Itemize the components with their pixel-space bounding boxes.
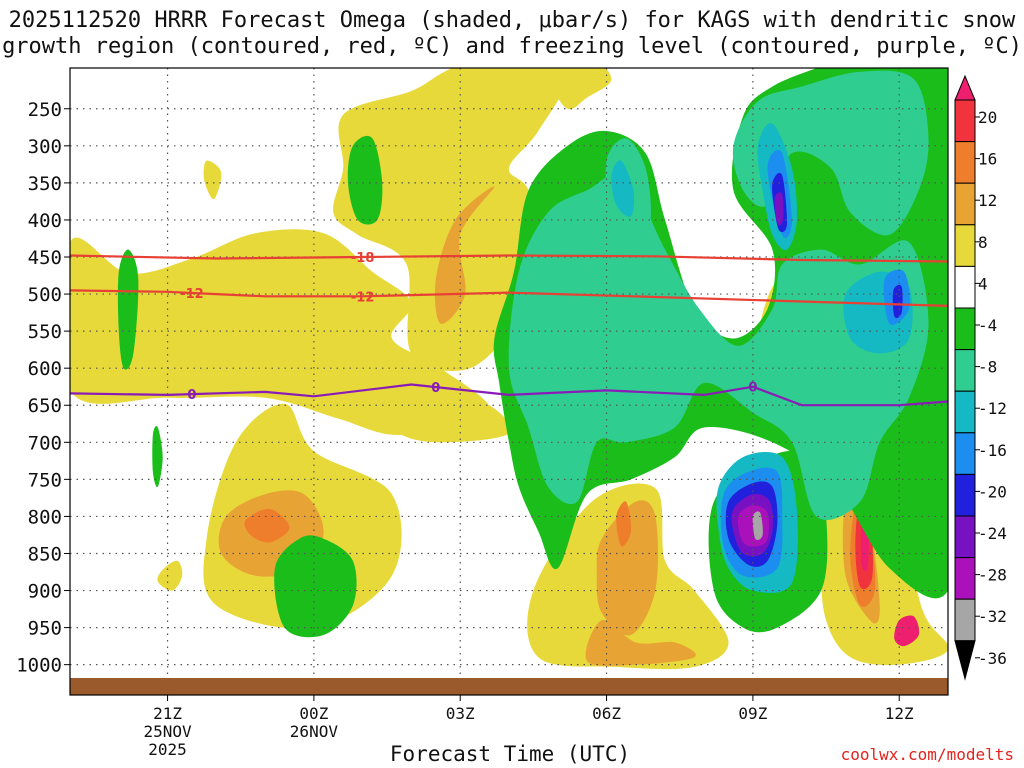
xtick-label-06Z-0: 06Z [592, 704, 621, 723]
colorbar-swatch-2 [954, 141, 976, 184]
ytick-label-1000: 1000 [16, 655, 62, 677]
xtick-label-21Z-1: 25NOV [143, 722, 192, 741]
omega-rise-low-max [752, 511, 763, 541]
colorbar-label-4: 4 [978, 274, 988, 293]
ytick-label-900: 900 [28, 581, 62, 603]
colorbar-swatch-10 [954, 473, 976, 517]
omega-sink-low-mid-base [585, 619, 696, 666]
xtick-label-03Z-0: 03Z [446, 704, 475, 723]
ytick-label-950: 950 [28, 618, 62, 640]
omega-sink-col-03z-core [434, 186, 495, 324]
colorbar-swatch-4 [954, 224, 976, 267]
xtick-label-21Z-0: 21Z [153, 704, 182, 723]
xtick-label-09Z-0: 09Z [738, 704, 767, 723]
colorbar-label-8: -16 [978, 441, 1007, 460]
ytick-label-850: 850 [28, 543, 62, 565]
omega-sink-left-tail [350, 376, 511, 443]
ytick-label-750: 750 [28, 469, 62, 491]
omega-sink-low-right-dot [894, 615, 920, 647]
colorbar-top-arrow [954, 74, 976, 101]
colorbar-label-0: 20 [978, 108, 997, 127]
colorbar-label-10: -24 [978, 524, 1007, 543]
ytick-label-700: 700 [28, 432, 62, 454]
xtick-label-00Z-1: 26NOV [290, 722, 339, 741]
ytick-label-600: 600 [28, 358, 62, 380]
x-axis-label: Forecast Time (UTC) [389, 742, 631, 766]
colorbar-label-2: 12 [978, 191, 997, 210]
omega-sink-low-mid-core [596, 500, 659, 636]
colorbar-label-1: 16 [978, 150, 997, 169]
contour-line-1 [69, 289, 949, 307]
omega-sink-low-left-max [244, 508, 290, 543]
omega-rise-left-strip [117, 249, 139, 370]
chart-title-line-1: 2025112520 HRRR Forecast Omega (shaded, … [8, 8, 1016, 33]
omega-sink-bl-dot [157, 560, 183, 591]
terrain-strip [70, 678, 948, 695]
colorbar-swatch-6 [954, 307, 976, 351]
xtick-label-21Z-2: 2025 [148, 740, 187, 759]
colorbar-swatch-9 [954, 432, 976, 475]
colorbar-swatch-13 [954, 598, 976, 642]
omega-rise-upper-left [347, 135, 383, 225]
omega-rise-mid-right-20 [892, 284, 903, 319]
omega-sink-upper-dot [203, 160, 222, 200]
ytick-label-350: 350 [28, 173, 62, 195]
colorbar-swatch-7 [954, 349, 976, 392]
colorbar-label-11: -28 [978, 566, 1007, 585]
omega-shading [70, 68, 948, 670]
ytick-label-800: 800 [28, 506, 62, 528]
ytick-label-550: 550 [28, 321, 62, 343]
contour-label-1-0: -12 [180, 287, 204, 302]
ytick-label-500: 500 [28, 284, 62, 306]
colorbar-label-5: -4 [978, 316, 997, 335]
colorbar-label-9: -20 [978, 482, 1007, 501]
colorbar-label-13: -36 [978, 649, 1007, 668]
colorbar-label-3: 8 [978, 233, 988, 252]
contour-label-2-1: 0 [431, 381, 440, 396]
colorbar-swatch-1 [954, 99, 976, 143]
xtick-label-12Z-0: 12Z [885, 704, 914, 723]
ytick-label-650: 650 [28, 395, 62, 417]
omega-sink-upper [530, 68, 612, 110]
contour-label-1-1: -12 [351, 290, 375, 305]
omega-rise-upper-24 [774, 192, 784, 226]
omega-colorbar: 20 16 12 8 4 -4 -8 -12 -16 -20 -24 -28 -32 -36 [954, 74, 1007, 681]
colorbar-swatch-3 [954, 182, 976, 226]
colorbar-swatch-5 [954, 265, 976, 309]
colorbar-label-7: -12 [978, 399, 1007, 418]
contour-label-2-2: 0 [748, 381, 757, 396]
omega-rise-upper-8 [732, 70, 929, 236]
colorbar-swatch-11 [954, 515, 976, 559]
contour-line-2 [69, 383, 949, 407]
chart-title-line-2: growth region (contoured, red, ºC) and f… [2, 34, 1022, 59]
contour-label-0-0: -18 [351, 251, 375, 266]
omega-sink-top-right [815, 68, 831, 71]
ytick-label-250: 250 [28, 99, 62, 121]
colorbar-bottom-arrow [954, 640, 976, 681]
omega-sink-col-03z-core2 [445, 215, 461, 273]
omega-rise-left-dot [152, 426, 163, 488]
colorbar-swatch-12 [954, 557, 976, 600]
colorbar-swatch-8 [954, 390, 976, 434]
omega-sink-low-mid-max [616, 501, 632, 547]
colorbar-label-6: -8 [978, 358, 997, 377]
contour-label-2-0: 0 [187, 388, 196, 403]
ytick-label-400: 400 [28, 210, 62, 232]
plot-frame [69, 67, 949, 696]
omega-rise-upper-col-12 [611, 160, 635, 217]
credit-text: coolwx.com/modelts [840, 745, 1014, 764]
contour-line-0 [69, 254, 949, 263]
ytick-label-300: 300 [28, 136, 62, 158]
ytick-label-450: 450 [28, 247, 62, 269]
xtick-label-00Z-0: 00Z [299, 704, 328, 723]
omega-rise-low-left [274, 535, 357, 638]
colorbar-label-12: -32 [978, 607, 1007, 626]
